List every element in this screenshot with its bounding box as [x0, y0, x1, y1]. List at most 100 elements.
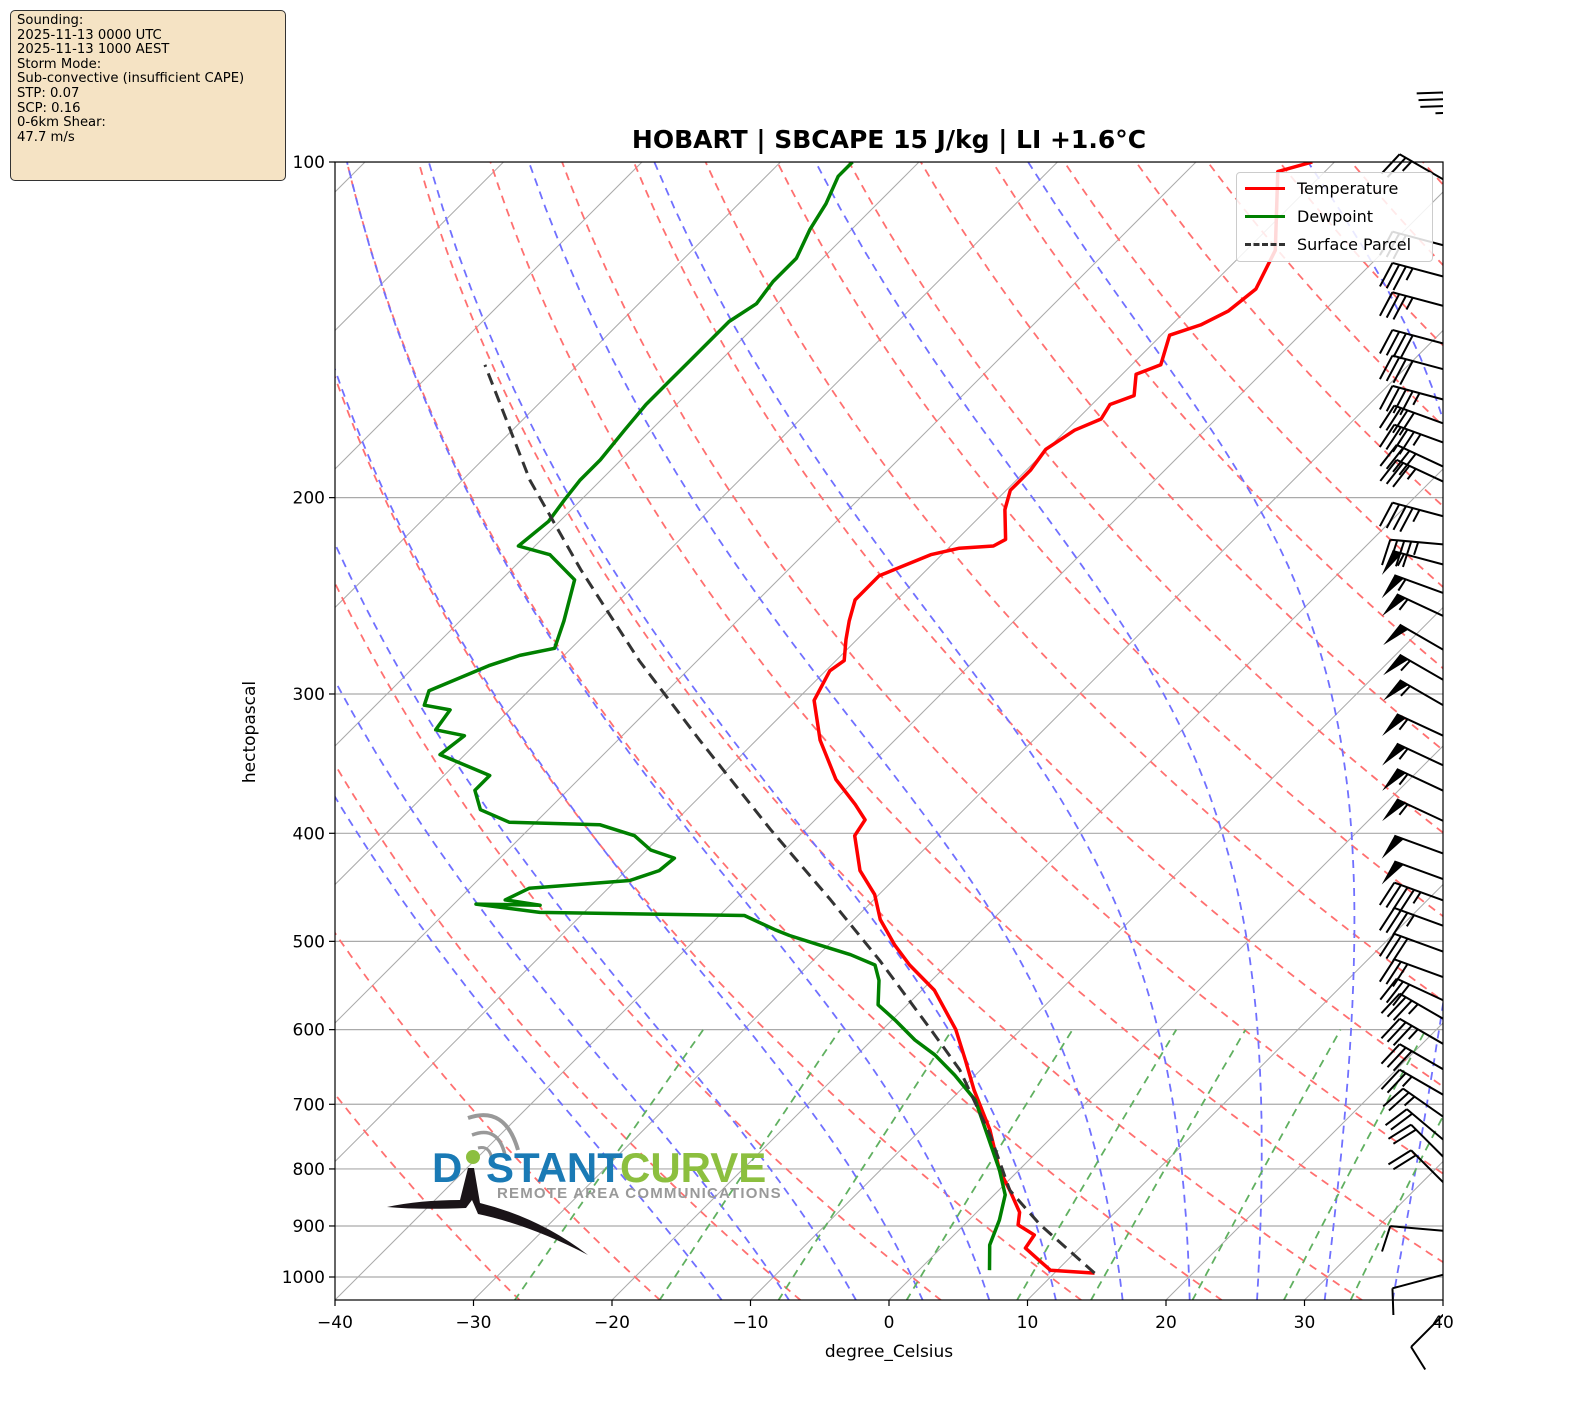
info-line: STP: 0.07 — [17, 85, 80, 101]
wind-barb — [1380, 1043, 1443, 1072]
dewpoint-line — [422, 162, 1007, 1271]
dry-adiabat-line — [335, 762, 802, 1300]
barb-full — [1379, 444, 1398, 467]
barb-pennant — [1381, 861, 1404, 885]
legend-swatch-temperature — [1245, 186, 1285, 190]
barb-staff — [1396, 768, 1443, 792]
isotherm-line — [888, 745, 1443, 1300]
wind-barb — [1381, 834, 1443, 859]
barb-full — [1379, 329, 1394, 354]
barb-staff — [1410, 1123, 1443, 1158]
barb-half — [1412, 392, 1421, 406]
barb-full — [1418, 98, 1443, 102]
y-tick-label: 700 — [293, 1095, 325, 1115]
barb-half — [1408, 1003, 1419, 1015]
barb-full — [1385, 331, 1401, 356]
logo-signal-arc-inner — [477, 1146, 494, 1161]
barb-full — [1378, 933, 1396, 957]
dry-adiabat-line — [561, 162, 1443, 1175]
moist-adiabat-line — [653, 162, 1191, 1300]
barb-full — [1378, 958, 1396, 983]
logo-dot — [466, 1150, 480, 1164]
barb-half — [1403, 1095, 1416, 1107]
wind-barb — [1379, 458, 1443, 488]
barb-full — [1410, 1346, 1427, 1371]
x-tick-label: 0 — [884, 1313, 895, 1333]
barb-pennant — [1382, 594, 1406, 617]
dry-adiabat-line — [335, 931, 662, 1300]
dry-adiabat-line — [704, 162, 1443, 1002]
barb-full — [1385, 293, 1401, 319]
y-tick-label: 200 — [293, 489, 325, 509]
barb-pennant — [1383, 654, 1409, 676]
info-line: 47.7 m/s — [17, 129, 75, 145]
barb-half — [1396, 553, 1405, 567]
barb-full — [1398, 889, 1415, 913]
barb-staff — [1442, 92, 1443, 95]
barb-full — [1398, 412, 1415, 436]
barb-full — [1386, 1072, 1407, 1094]
info-line: 2025-11-13 0000 UTC — [17, 27, 162, 43]
sounding-info-box: Sounding: 2025-11-13 0000 UTC 2025-11-13… — [10, 10, 286, 181]
barb-staff — [1399, 992, 1443, 1020]
y-tick-label: 400 — [293, 824, 325, 844]
y-tick-label: 900 — [293, 1217, 325, 1237]
isotherm-line — [1165, 1022, 1443, 1300]
barb-full — [1392, 465, 1411, 488]
legend-swatch-parcel — [1245, 242, 1285, 246]
moist-adiabat-line — [814, 162, 1263, 1300]
barb-staff — [1396, 977, 1443, 1002]
barb-staff — [1396, 458, 1443, 483]
moist-adiabat-line — [1027, 162, 1356, 1300]
isotherm-line — [335, 162, 1058, 886]
barb-full — [1392, 1025, 1413, 1046]
wind-barb — [1378, 958, 1443, 988]
info-line: 0-6km Shear: — [17, 115, 106, 131]
barb-full — [1385, 884, 1402, 908]
chart-title: HOBART | SBCAPE 15 J/kg | LI +1.6°C — [631, 125, 1147, 154]
isotherm-line — [335, 162, 643, 470]
wind-barb — [1410, 1313, 1443, 1371]
wind-barb — [1379, 501, 1443, 533]
moist-adiabat-line — [346, 162, 991, 1300]
barb-staff — [1390, 1225, 1443, 1232]
barb-half — [1412, 433, 1422, 446]
isotherm-line — [335, 162, 920, 747]
barb-full — [1387, 1149, 1412, 1166]
wind-barb — [1381, 574, 1443, 599]
barb-half — [1412, 891, 1422, 904]
wind-barb — [1387, 1123, 1443, 1158]
barb-full — [1386, 996, 1407, 1018]
wind-barb — [1382, 1087, 1443, 1118]
barb-full — [1392, 1154, 1417, 1171]
barb-full — [1379, 502, 1394, 527]
barb-full — [1399, 360, 1414, 386]
barb-half — [1398, 718, 1409, 731]
barb-staff — [1396, 593, 1443, 617]
barb-full — [1399, 334, 1414, 360]
barb-full — [1392, 266, 1407, 291]
x-tick-label: −40 — [317, 1313, 353, 1333]
barb-full — [1392, 938, 1409, 962]
dry-adiabat-line — [1135, 162, 1443, 508]
barb-half — [1397, 578, 1407, 592]
barb-pennant — [1381, 835, 1404, 859]
barb-staff — [1392, 261, 1443, 278]
barb-full — [1392, 886, 1409, 911]
wind-barb — [1378, 881, 1443, 913]
barb-staff — [1399, 1017, 1443, 1045]
mixing-ratio-line — [1191, 1029, 1342, 1300]
barb-staff — [1394, 404, 1443, 425]
barb-staff — [1396, 713, 1443, 737]
moist-adiabat-line — [335, 366, 924, 1300]
barb-full — [1391, 1288, 1395, 1316]
barb-full — [1392, 999, 1413, 1021]
legend-item-surface-parcel: Surface Parcel — [1245, 233, 1411, 255]
mixing-ratio-line — [1282, 1029, 1427, 1300]
wind-barb — [1379, 354, 1443, 386]
dry-adiabat-line — [489, 162, 1443, 1264]
barb-full — [1385, 426, 1402, 451]
wind-barb — [1379, 328, 1443, 360]
wind-barb — [1378, 932, 1443, 962]
